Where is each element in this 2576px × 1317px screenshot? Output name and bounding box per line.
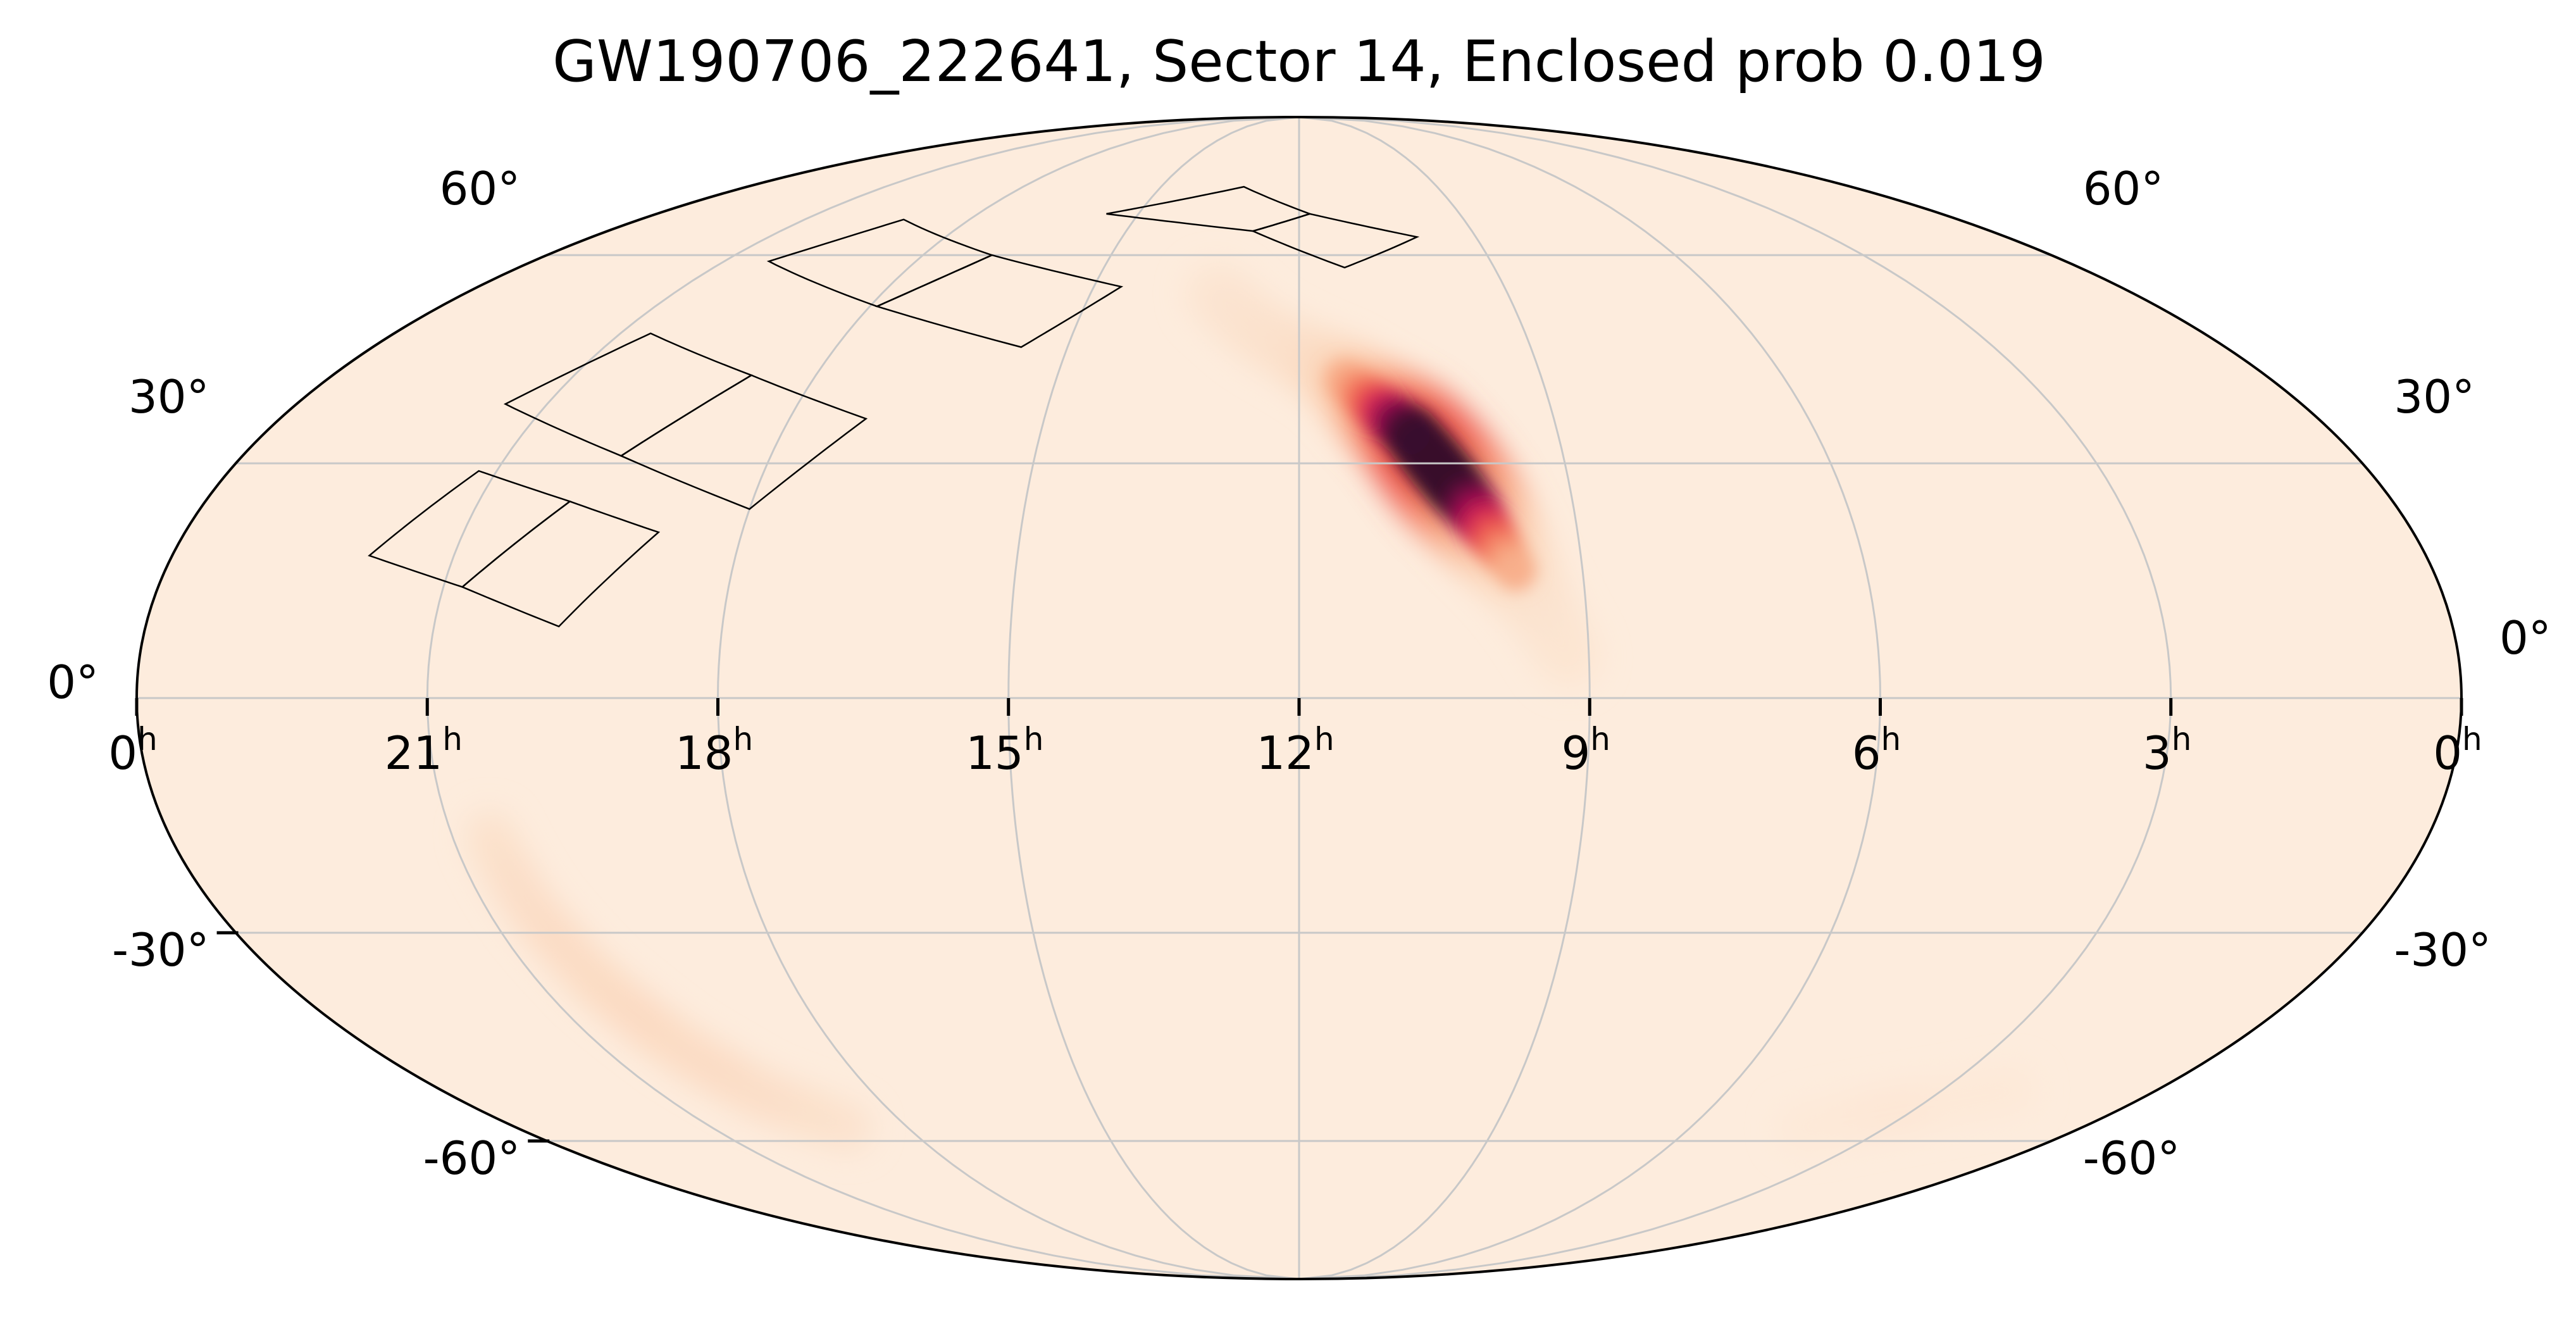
heat-core	[1495, 550, 1538, 592]
dec-tick-label-right: -60°	[2083, 1132, 2181, 1185]
dec-tick-label-left: -30°	[112, 923, 209, 977]
ccd-footprint	[461, 500, 661, 628]
dec-tick-label-right: 60°	[2083, 162, 2164, 215]
probability-heatmap	[463, 260, 2041, 1154]
heat-region-main-lobe	[1183, 260, 1603, 691]
dec-tick-label-right: 30°	[2394, 370, 2475, 423]
dec-tick-labels-right: 60° 30° 0° -30° -60°	[2083, 162, 2551, 1185]
dec-tick-label-left: -60°	[423, 1132, 521, 1185]
heat-blob	[1536, 625, 1603, 691]
heat-blob	[1989, 1064, 2041, 1116]
dec-tick-label-right: 0°	[2499, 611, 2551, 665]
ra-tick-label: 0h	[2433, 721, 2482, 780]
ra-tick-label: 21h	[385, 721, 463, 780]
chart-title: GW190706_222641, Sector 14, Enclosed pro…	[552, 28, 2046, 95]
dec-tick-label-right: -30°	[2394, 923, 2491, 977]
heat-region-southern-tail	[1774, 1064, 2041, 1154]
dec-tick-label-left: 60°	[440, 162, 521, 215]
heat-region-southern-arc	[463, 807, 876, 1154]
ccd-footprint	[1250, 213, 1420, 269]
dec-tick-labels-left: 60° 30° 0° -30° -60°	[47, 162, 550, 1185]
ccd-footprint	[874, 254, 1124, 348]
heat-blob	[824, 1102, 876, 1154]
dec-tick-label-left: 0°	[47, 656, 99, 709]
ccd-footprint	[619, 374, 868, 510]
tess-footprint	[368, 185, 1420, 628]
dec-tick-label-left: 30°	[128, 370, 209, 423]
